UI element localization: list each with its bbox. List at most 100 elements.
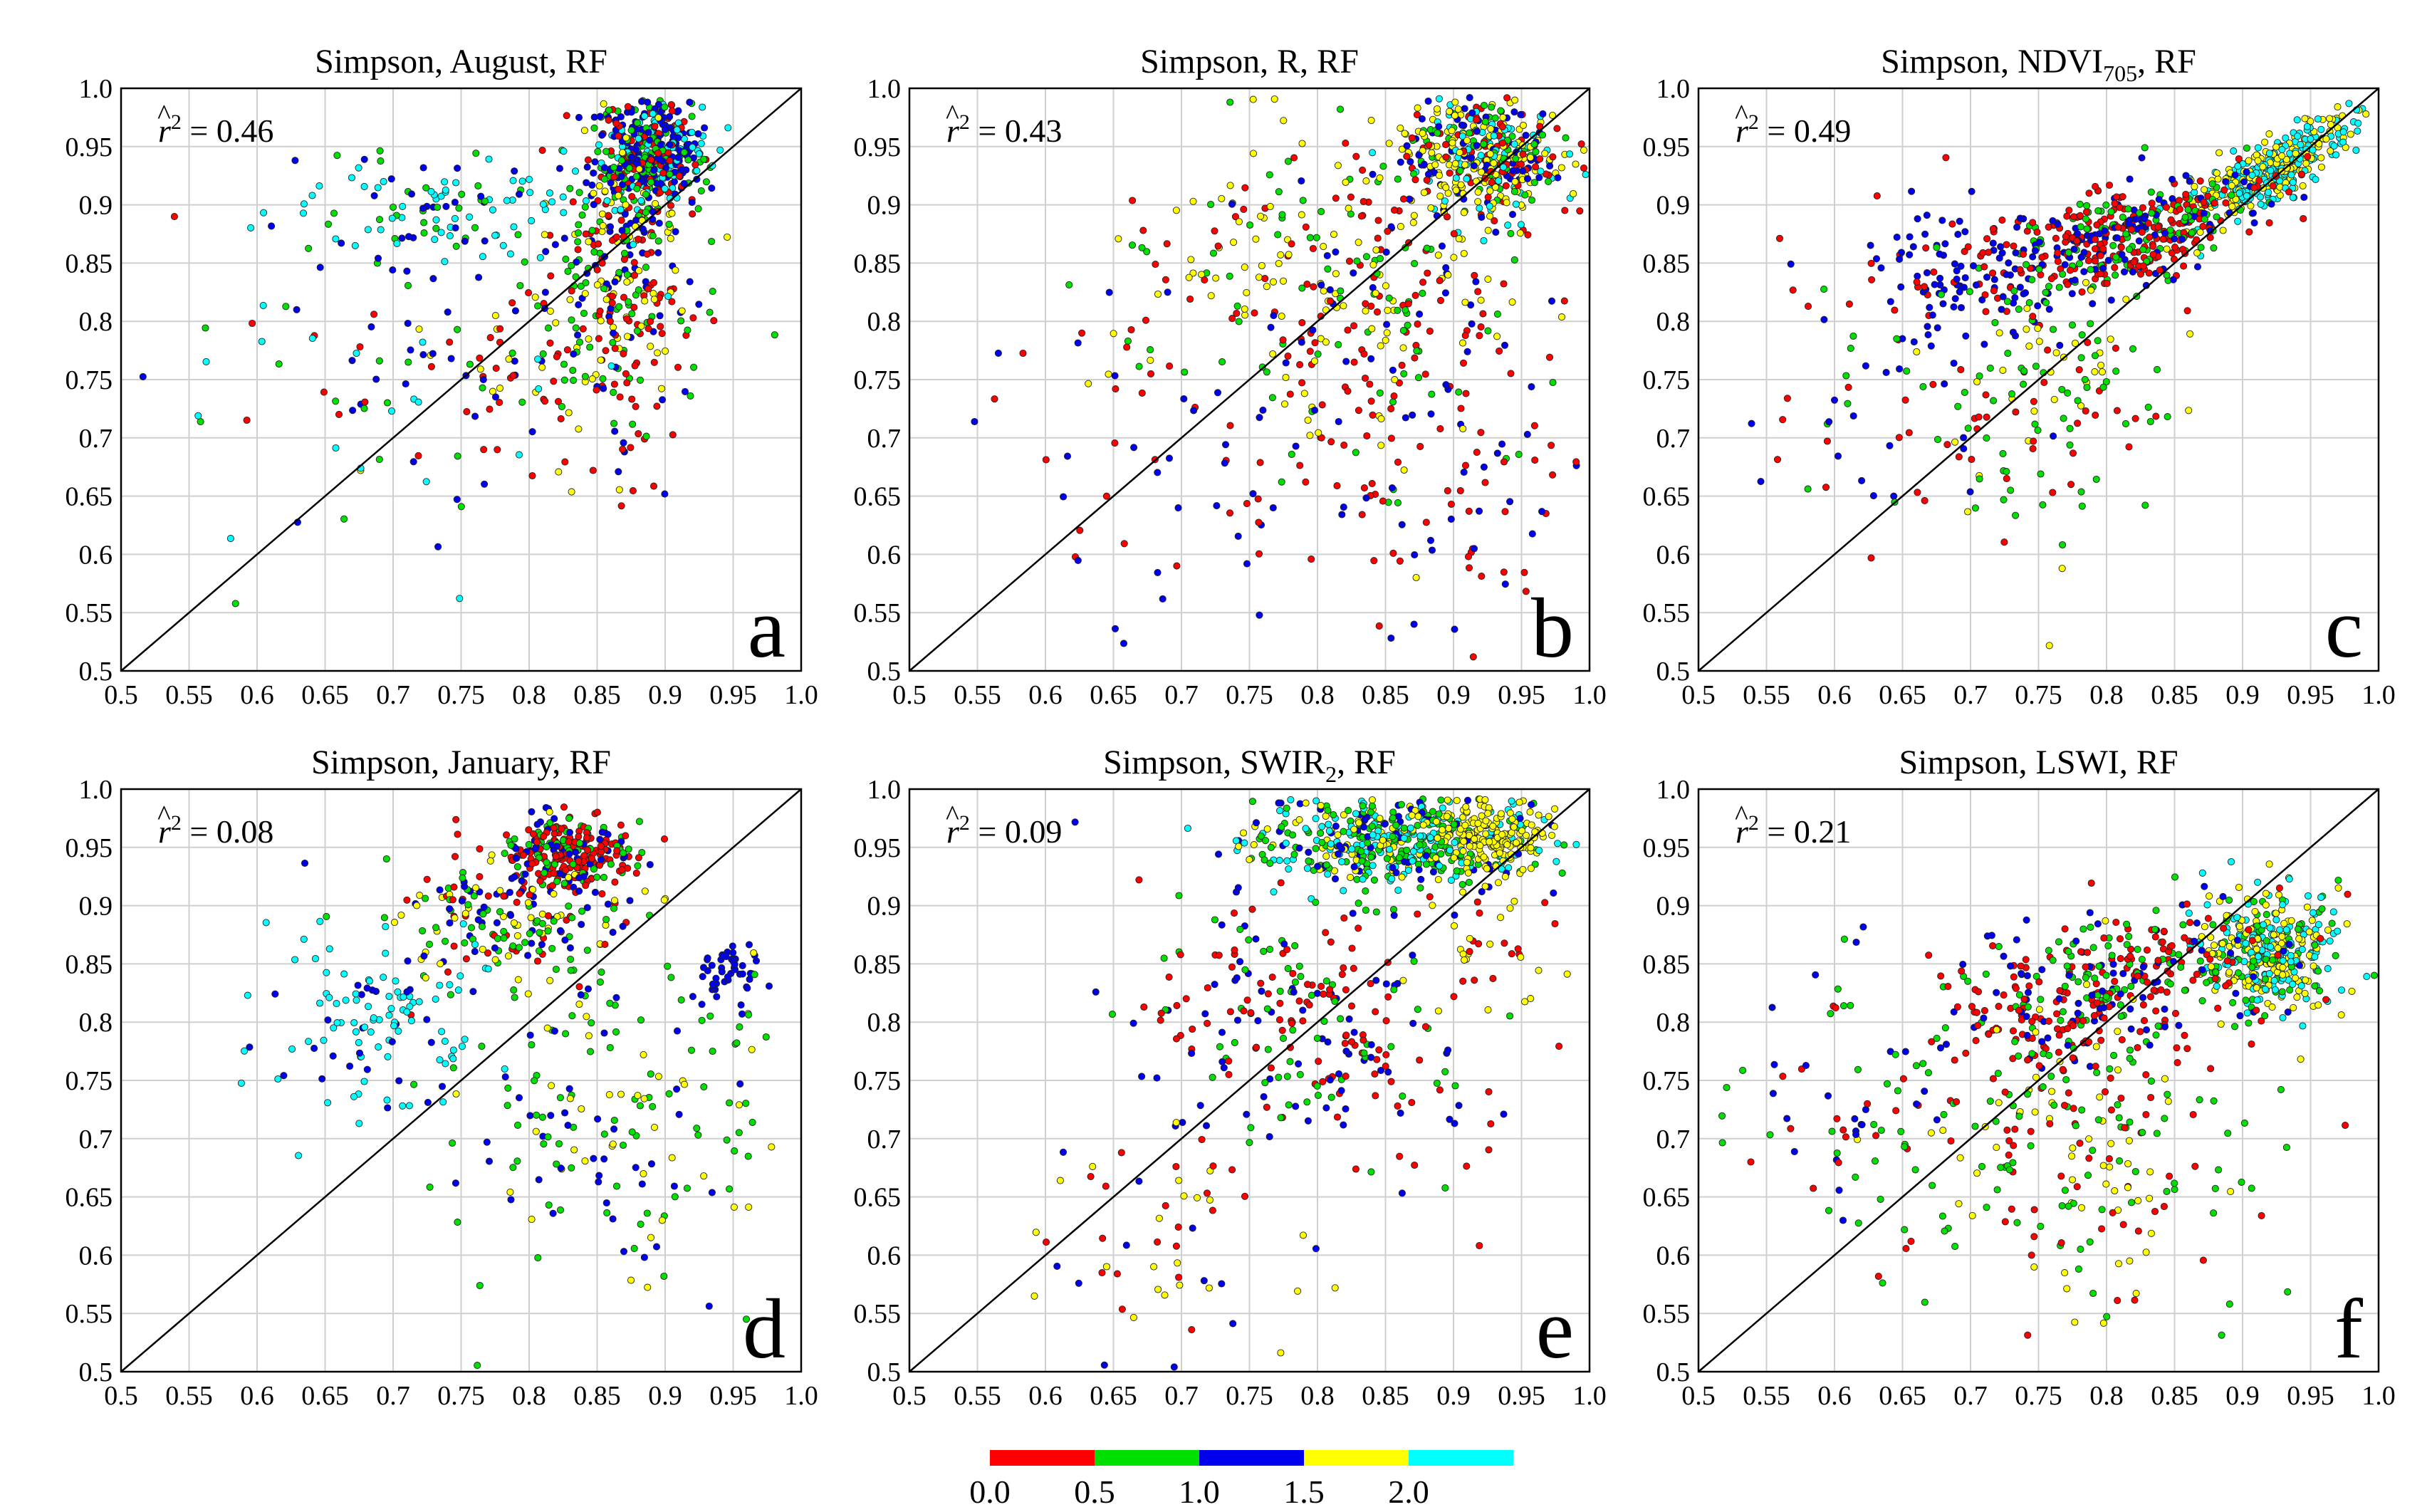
panel-title-suffix: , RF (2137, 43, 2196, 80)
scatter-point (1464, 869, 1472, 877)
scatter-point (1472, 278, 1480, 286)
scatter-point (387, 407, 396, 415)
scatter-point (746, 975, 753, 984)
scatter-point (1476, 332, 1483, 340)
scatter-point (1389, 864, 1397, 872)
scatter-point (1292, 442, 1300, 450)
scatter-point (1461, 298, 1469, 306)
scatter-point (661, 103, 669, 111)
scatter-point (1557, 164, 1565, 172)
scatter-point (702, 178, 710, 186)
scatter-point (1342, 1073, 1350, 1080)
scatter-point (1342, 358, 1350, 365)
scatter-point (586, 1048, 595, 1055)
scatter-point (1499, 163, 1508, 171)
scatter-point (367, 1028, 375, 1036)
scatter-point (572, 324, 580, 332)
scatter-point (2071, 339, 2079, 348)
scatter-point (2030, 397, 2037, 405)
scatter-point (1460, 468, 1468, 476)
scatter-point (744, 1152, 752, 1160)
scatter-point (1270, 312, 1278, 320)
scatter-point (1508, 211, 1517, 219)
scatter-point (505, 355, 513, 363)
scatter-point (666, 170, 674, 178)
scatter-point (500, 927, 508, 935)
panel-letter: d (743, 1281, 786, 1376)
scatter-point (2064, 281, 2072, 288)
scatter-point (2152, 412, 2160, 420)
scatter-point (1470, 545, 1478, 553)
scatter-point (397, 911, 405, 919)
scatter-point (1317, 281, 1325, 289)
scatter-point (2154, 223, 2162, 231)
scatter-point (590, 1154, 597, 1162)
scatter-point (1295, 1060, 1303, 1068)
scatter-points (237, 803, 776, 1370)
scatter-point (1303, 281, 1311, 288)
scatter-point (569, 366, 577, 375)
scatter-point (644, 128, 652, 137)
scatter-point (538, 910, 546, 918)
scatter-point (1389, 366, 1397, 374)
scatter-point (1019, 349, 1027, 358)
scatter-point (458, 897, 466, 904)
scatter-point (1357, 848, 1365, 855)
x-tick-label: 0.7 (1164, 680, 1199, 710)
scatter-point (1184, 824, 1191, 833)
scatter-point (1396, 1152, 1404, 1160)
x-tick-label: 1.0 (1572, 1381, 1607, 1411)
scatter-point (1538, 131, 1547, 139)
scatter-point (598, 228, 606, 236)
scatter-point (1929, 311, 1936, 319)
scatter-point (2147, 188, 2155, 196)
scatter-point (2261, 138, 2269, 146)
scatter-point (1488, 179, 1496, 187)
x-tick-label: 0.7 (376, 680, 410, 710)
scatter-point (1268, 973, 1276, 981)
scatter-point (580, 309, 588, 317)
scatter-point (704, 966, 711, 975)
scatter-point (2301, 115, 2309, 122)
scatter-point (2082, 278, 2090, 286)
scatter-point (611, 427, 619, 435)
scatter-point (575, 425, 583, 433)
scatter-point (508, 349, 516, 357)
scatter-point (1350, 863, 1358, 871)
scatter-point (709, 1047, 716, 1055)
scatter-point (1394, 886, 1402, 895)
scatter-point (1461, 462, 1470, 469)
scatter-point (2309, 146, 2317, 154)
scatter-point (2091, 368, 2099, 376)
scatter-point (429, 275, 437, 283)
scatter-point (1923, 212, 1931, 219)
scatter-point (390, 1022, 398, 1030)
scatter-point (1312, 898, 1320, 906)
x-tick-label: 0.8 (512, 1381, 546, 1411)
scatter-point (524, 990, 532, 998)
scatter-point (2127, 226, 2135, 234)
scatter-point (424, 1098, 432, 1106)
scatter-point (426, 1183, 434, 1191)
scatter-point (561, 458, 569, 466)
scatter-point (333, 1000, 340, 1008)
scatter-point (2099, 383, 2107, 391)
scatter-point (231, 600, 239, 608)
scatter-point (600, 164, 608, 172)
scatter-point (674, 363, 682, 371)
scatter-point (471, 224, 479, 231)
scatter-point (628, 1128, 636, 1136)
scatter-point (2020, 380, 2027, 388)
scatter-point (1990, 276, 1998, 283)
scatter-point (628, 310, 636, 318)
scatter-point (488, 851, 496, 859)
scatter-point (591, 158, 599, 166)
scatter-point (1858, 476, 1866, 484)
scatter-point (543, 843, 550, 850)
scatter-point (454, 325, 461, 333)
scatter-point (476, 365, 484, 373)
scatter-point (575, 113, 583, 121)
y-tick-label: 0.85 (66, 249, 113, 278)
scatter-point (1820, 316, 1828, 323)
scatter-point (1243, 560, 1251, 568)
